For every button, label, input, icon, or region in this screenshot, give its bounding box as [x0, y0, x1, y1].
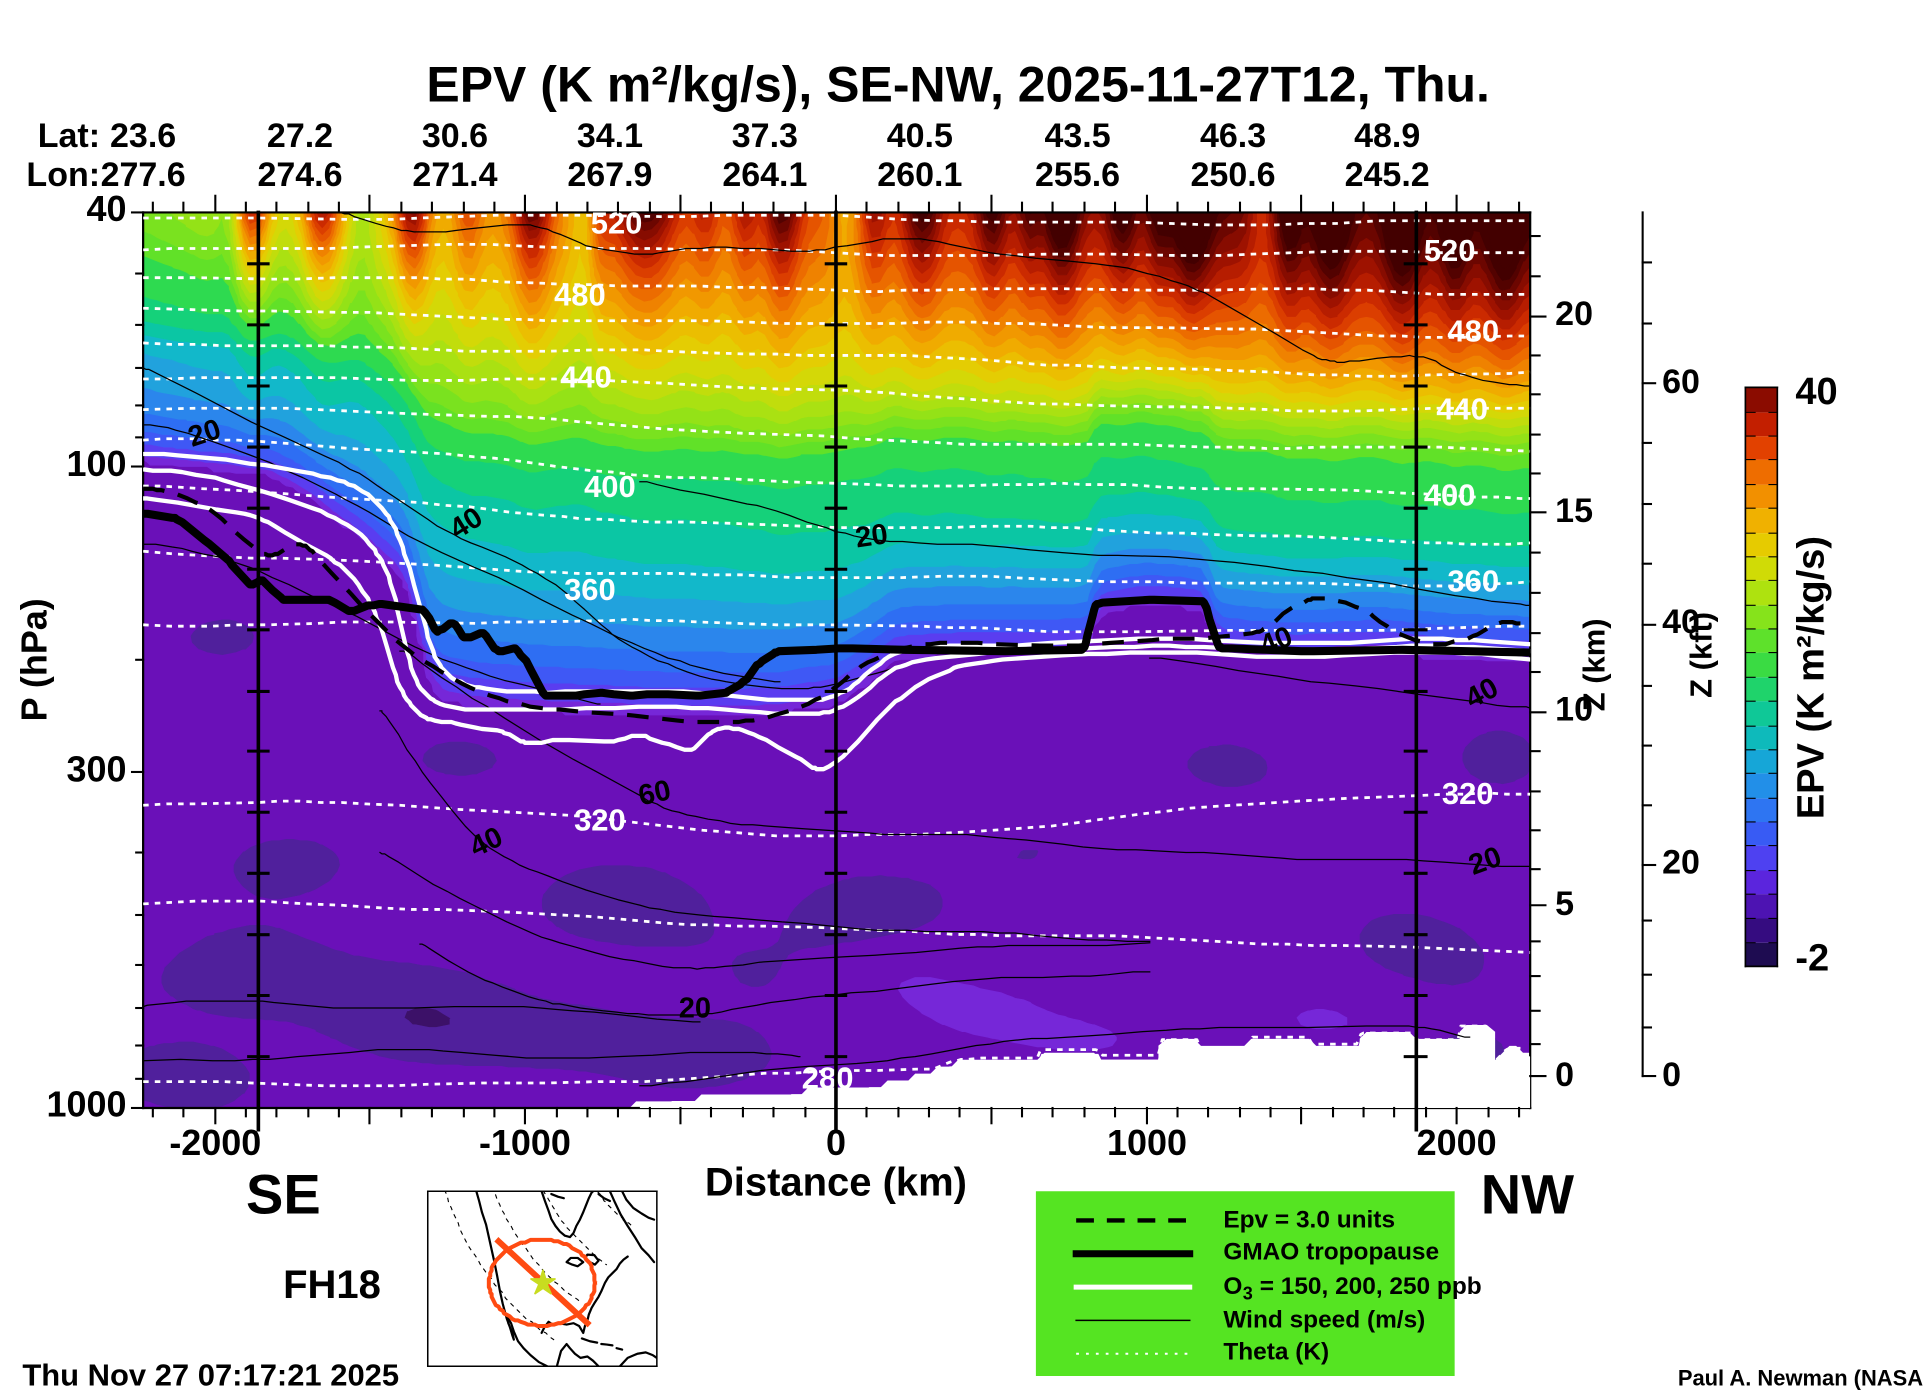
svg-text:280: 280: [802, 1061, 854, 1096]
svg-text:43.5: 43.5: [1044, 117, 1110, 155]
svg-text:15: 15: [1555, 492, 1593, 530]
svg-text:60: 60: [1662, 363, 1700, 401]
svg-text:1000: 1000: [1107, 1122, 1187, 1163]
svg-text:0: 0: [826, 1122, 846, 1163]
svg-text:20: 20: [679, 993, 711, 1025]
svg-text:277.6: 277.6: [101, 156, 186, 194]
svg-text:400: 400: [1424, 477, 1476, 512]
svg-text:0: 0: [1555, 1056, 1574, 1094]
svg-text:271.4: 271.4: [412, 156, 497, 194]
svg-text:= 150, 200, 250 ppb: = 150, 200, 250 ppb: [1260, 1273, 1482, 1300]
svg-text:440: 440: [560, 359, 612, 394]
svg-text:40: 40: [1662, 603, 1700, 641]
svg-text:Paul A. Newman (NASA: Paul A. Newman (NASA: [1678, 1366, 1923, 1391]
svg-text:255.6: 255.6: [1035, 156, 1120, 194]
svg-text:480: 480: [554, 277, 606, 312]
svg-text:37.3: 37.3: [732, 117, 798, 155]
svg-text:Lon:: Lon:: [26, 156, 100, 194]
svg-text:Distance (km): Distance (km): [705, 1160, 967, 1204]
svg-text:440: 440: [1436, 391, 1488, 426]
svg-text:250.6: 250.6: [1191, 156, 1276, 194]
svg-text:20: 20: [1662, 843, 1700, 881]
svg-text:20: 20: [853, 518, 889, 554]
svg-text:400: 400: [584, 469, 636, 504]
svg-text:30.6: 30.6: [422, 117, 488, 155]
svg-text:Lat:: Lat:: [38, 117, 100, 155]
svg-text:3: 3: [1243, 1284, 1253, 1304]
svg-text:260.1: 260.1: [877, 156, 962, 194]
svg-text:2000: 2000: [1417, 1122, 1497, 1163]
svg-text:5: 5: [1555, 885, 1574, 923]
svg-text:NW: NW: [1481, 1163, 1574, 1226]
svg-text:245.2: 245.2: [1345, 156, 1430, 194]
svg-text:300: 300: [66, 749, 126, 790]
svg-text:Z (km): Z (km): [1577, 618, 1612, 711]
svg-text:Theta (K): Theta (K): [1223, 1338, 1329, 1365]
svg-text:360: 360: [564, 572, 616, 607]
svg-text:520: 520: [1424, 233, 1476, 268]
svg-text:SE: SE: [246, 1163, 321, 1226]
svg-text:320: 320: [1442, 776, 1494, 811]
svg-text:1000: 1000: [46, 1083, 126, 1124]
svg-text:-1000: -1000: [479, 1122, 571, 1163]
svg-text:20: 20: [1555, 295, 1593, 333]
svg-text:10: 10: [1555, 691, 1593, 729]
svg-text:48.9: 48.9: [1354, 117, 1420, 155]
svg-text:EPV (K m²/kg/s), SE-NW, 2025-1: EPV (K m²/kg/s), SE-NW, 2025-11-27T12, T…: [426, 56, 1490, 112]
svg-text:-2: -2: [1795, 938, 1829, 980]
svg-text:46.3: 46.3: [1200, 117, 1266, 155]
svg-text:EPV (K m²/kg/s): EPV (K m²/kg/s): [1790, 536, 1832, 819]
svg-text:40.5: 40.5: [887, 117, 953, 155]
svg-text:40: 40: [86, 188, 126, 229]
svg-text:27.2: 27.2: [267, 117, 333, 155]
svg-text:100: 100: [66, 443, 126, 484]
svg-text:267.9: 267.9: [567, 156, 652, 194]
svg-text:GMAO tropopause: GMAO tropopause: [1223, 1238, 1439, 1265]
svg-text:Epv = 3.0 units: Epv = 3.0 units: [1223, 1206, 1395, 1233]
svg-text:264.1: 264.1: [722, 156, 807, 194]
svg-text:Wind speed (m/s): Wind speed (m/s): [1223, 1306, 1425, 1333]
svg-text:480: 480: [1447, 314, 1499, 349]
svg-text:23.6: 23.6: [110, 117, 176, 155]
svg-text:-2000: -2000: [169, 1122, 261, 1163]
svg-text:520: 520: [591, 205, 643, 240]
svg-text:320: 320: [574, 802, 626, 837]
svg-text:O: O: [1223, 1273, 1242, 1300]
svg-text:360: 360: [1447, 563, 1499, 598]
svg-text:274.6: 274.6: [257, 156, 342, 194]
svg-text:60: 60: [636, 774, 674, 812]
svg-text:Z (kft): Z (kft): [1684, 612, 1719, 698]
svg-text:34.1: 34.1: [577, 117, 643, 155]
svg-text:FH18: FH18: [283, 1263, 381, 1307]
svg-text:40: 40: [1795, 371, 1837, 413]
svg-text:P (hPa): P (hPa): [13, 598, 54, 721]
svg-text:0: 0: [1662, 1056, 1681, 1094]
svg-text:Thu Nov 27 07:17:21 2025: Thu Nov 27 07:17:21 2025: [22, 1358, 399, 1393]
